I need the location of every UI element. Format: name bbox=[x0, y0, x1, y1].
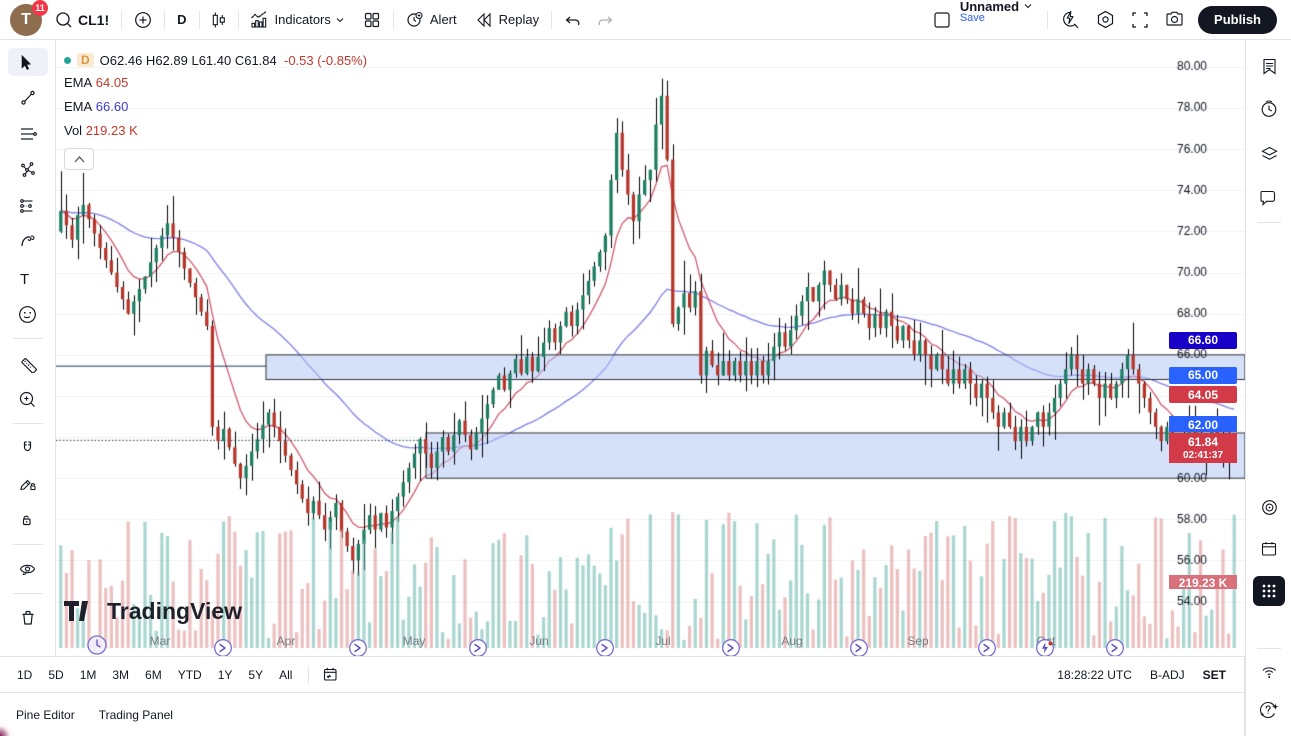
svg-text:T: T bbox=[20, 271, 29, 287]
